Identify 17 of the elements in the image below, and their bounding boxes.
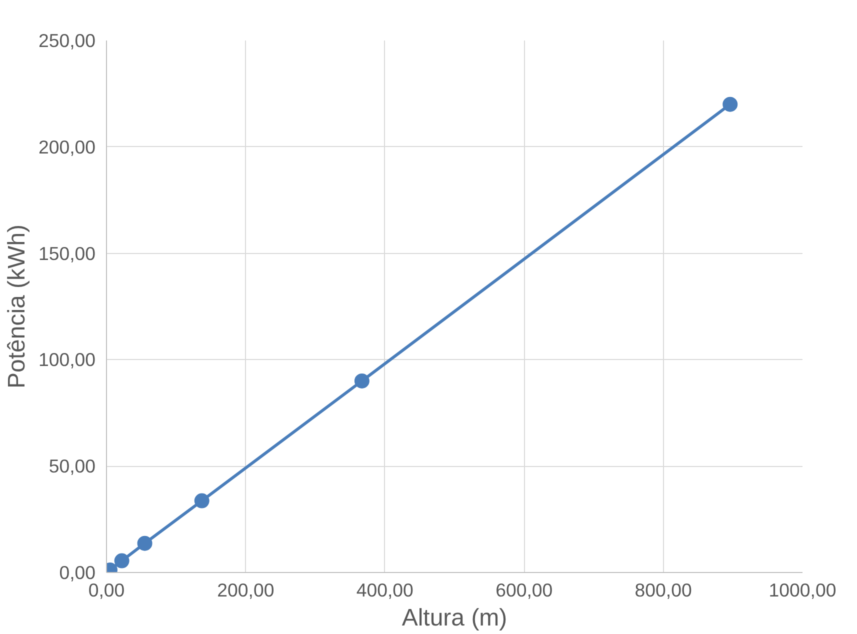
y-tick-label: 100,00: [38, 349, 96, 370]
x-axis-title: Altura (m): [402, 604, 508, 632]
x-tick-label: 1000,00: [768, 580, 836, 600]
point: [354, 373, 370, 388]
point: [114, 553, 130, 568]
point: [137, 536, 152, 551]
y-tick-label: 200,00: [38, 136, 96, 158]
x-tick-label: 600,00: [496, 580, 553, 600]
y-tick-label: 150,00: [38, 242, 96, 264]
x-tick-label: 800,00: [634, 580, 692, 600]
point: [194, 493, 210, 508]
y-axis-title: Potência (kWh): [3, 224, 30, 389]
y-tick-label: 50,00: [48, 456, 96, 477]
x-tick-label: 400,00: [356, 580, 414, 600]
point: [722, 96, 738, 112]
y-tick-label: 250,00: [38, 30, 96, 51]
x-tick-label: 200,00: [217, 580, 274, 600]
